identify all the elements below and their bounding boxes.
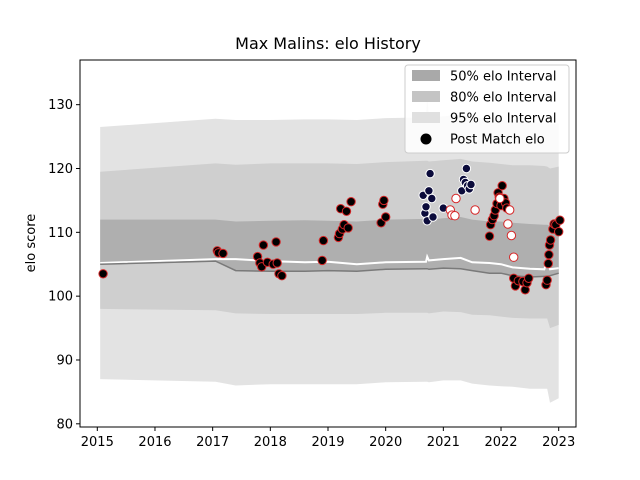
legend-box [404, 64, 570, 154]
x-tick-label: 2023 [542, 435, 575, 450]
x-tick-label: 2022 [484, 435, 517, 450]
elo-point [544, 250, 554, 260]
elo-point [545, 235, 556, 245]
elo-point [524, 273, 534, 283]
elo-point [484, 231, 495, 241]
x-axis: 2015 2016 2017 2018 2019 2020 2021 2022 2023 [81, 427, 575, 450]
elo-point-hollow [506, 230, 517, 241]
elo-point-navy [461, 163, 472, 174]
lower-quartile-line [100, 260, 559, 278]
elo-point-navy [424, 186, 434, 196]
legend-swatch-50 [412, 70, 440, 81]
y-tick-label: 110 [48, 226, 73, 241]
legend-label-80: 80% elo Interval [450, 91, 557, 106]
x-tick-label: 2015 [81, 435, 114, 450]
elo-point [341, 206, 352, 217]
elo-point [272, 258, 282, 268]
median-lines [100, 253, 559, 278]
plot-area [98, 95, 565, 403]
elo-point [555, 215, 565, 225]
elo-points [98, 163, 565, 295]
elo-point-navy [425, 168, 435, 179]
elo-point [317, 255, 327, 266]
elo-point-navy [466, 179, 476, 190]
legend-swatch-95 [412, 112, 440, 123]
elo-point [346, 197, 356, 207]
elo-point [379, 195, 389, 206]
legend: 50% elo Interval 80% elo Interval 95% el… [404, 64, 570, 154]
elo-point-hollow [495, 193, 505, 204]
elo-point [258, 240, 269, 250]
elo-point-hollow [470, 205, 480, 215]
elo-point-navy [421, 202, 431, 212]
legend-marker-post-match [420, 133, 432, 145]
elo-point-hollow [503, 219, 513, 229]
y-tick-label: 80 [56, 417, 73, 432]
x-tick-label: 2020 [369, 435, 402, 450]
median-line [100, 253, 559, 271]
elo-point [277, 271, 287, 281]
elo-point-navy [428, 212, 438, 222]
y-tick-label: 90 [56, 353, 73, 368]
band-50 [100, 217, 559, 277]
legend-label-post-match: Post Match elo [450, 133, 545, 148]
elo-point-hollow [505, 205, 515, 215]
elo-point [554, 227, 564, 237]
x-tick-label: 2018 [254, 435, 287, 450]
elo-point [543, 258, 553, 269]
elo-point-navy [427, 193, 437, 204]
elo-point [542, 275, 552, 285]
x-tick-label: 2021 [427, 435, 460, 450]
y-tick-label: 130 [48, 98, 73, 113]
interval-bands [100, 95, 559, 403]
elo-point [343, 223, 353, 233]
elo-point [271, 237, 281, 247]
elo-point-hollow [451, 193, 461, 204]
y-axis-label: elo score [24, 214, 39, 273]
chart-title: Max Malins: elo History [235, 34, 421, 53]
legend-swatch-80 [412, 91, 440, 102]
x-tick-label: 2017 [196, 435, 229, 450]
x-tick-label: 2019 [311, 435, 344, 450]
elo-point [98, 269, 108, 279]
y-axis: 80 90 100 110 120 130 [48, 98, 80, 432]
elo-point [497, 181, 507, 191]
elo-point [318, 235, 329, 246]
y-tick-label: 100 [48, 290, 73, 305]
elo-point-hollow [509, 252, 519, 262]
elo-point-hollow [450, 211, 460, 221]
legend-label-50: 50% elo Interval [450, 70, 557, 85]
y-tick-label: 120 [48, 162, 73, 177]
x-tick-label: 2016 [138, 435, 171, 450]
legend-label-95: 95% elo Interval [450, 112, 557, 127]
elo-point [218, 248, 228, 259]
elo-point [381, 212, 391, 222]
